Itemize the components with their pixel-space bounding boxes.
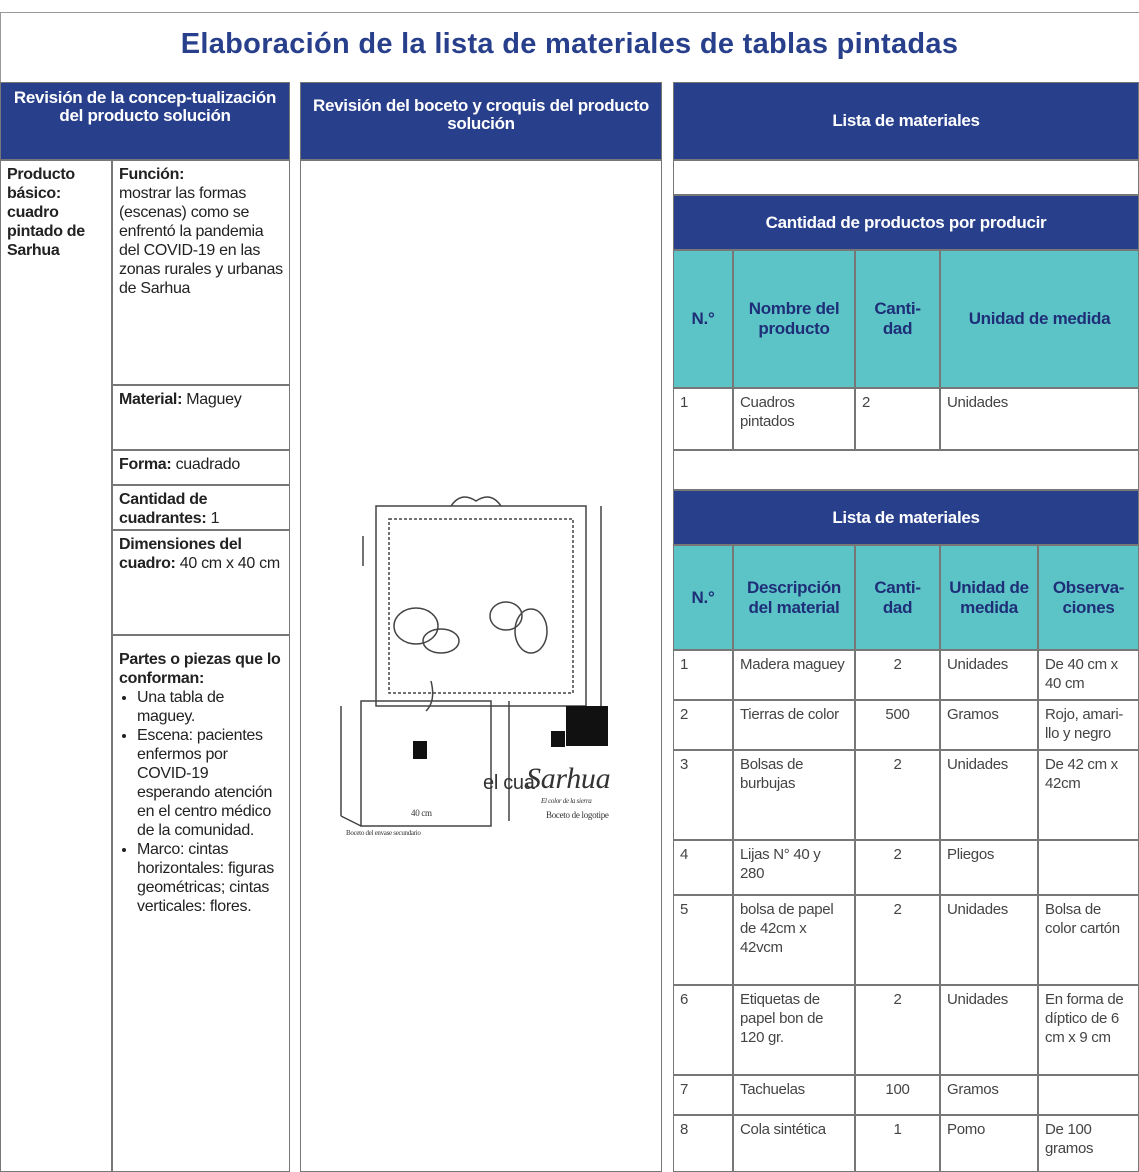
table-cell: 2	[855, 985, 940, 1075]
table-cell: 1	[855, 1115, 940, 1172]
table-title: Lista de materiales	[673, 490, 1139, 545]
table-cell: 2	[855, 750, 940, 840]
table-cell: bolsa de papel de 42cm x 42vcm	[733, 895, 855, 985]
concept-header: Revisión de la concep-tualización del pr…	[0, 82, 290, 160]
sketch-label: el cua	[483, 772, 536, 794]
column-header: Descripción del material	[733, 545, 855, 650]
column-header: Unidad de medida	[940, 545, 1038, 650]
row-text: Maguey	[186, 391, 242, 408]
table-cell: 1	[673, 650, 733, 700]
table-cell	[1038, 840, 1139, 895]
table-cell: Gramos	[940, 1075, 1038, 1115]
table-cell: 2	[855, 650, 940, 700]
parts-list: Una tabla de maguey. Escena: pacientes e…	[119, 688, 283, 916]
sketch: Sarhua El color de la sierra Boceto de l…	[340, 496, 611, 837]
table-cell: Unidades	[940, 985, 1038, 1075]
concept-row: Función: mostrar las formas (escenas) com…	[112, 160, 290, 385]
table-cell: Etiquetas de papel bon de 120 gr.	[733, 985, 855, 1075]
table-cell: Cuadros pintados	[733, 388, 855, 450]
table-cell: 2	[855, 840, 940, 895]
concept-row: Cantidad de cuadrantes: 1	[112, 485, 290, 530]
table-cell: 2	[673, 700, 733, 750]
table-cell: De 100 gramos	[1038, 1115, 1139, 1172]
row-label: Material:	[119, 391, 183, 408]
concept-row: Material: Maguey	[112, 385, 290, 450]
table-cell	[1038, 1075, 1139, 1115]
concept-row: Dimensiones del cuadro: 40 cm x 40 cm	[112, 530, 290, 635]
table-title: Cantidad de productos por producir	[673, 195, 1139, 250]
table-cell: Unidades	[940, 388, 1139, 450]
row-label: Dimensiones del cuadro:	[119, 536, 242, 572]
table-cell: Gramos	[940, 700, 1038, 750]
table-cell: Unidades	[940, 650, 1038, 700]
title: Elaboración de la lista de materiales de…	[180, 28, 959, 60]
row-label: Función:	[119, 166, 185, 183]
sketch-label: Boceto del envase secundario	[346, 829, 421, 837]
table-cell: Lijas N° 40 y 280	[733, 840, 855, 895]
row-text: 40 cm x 40 cm	[179, 555, 280, 572]
parts-label: Partes o piezas que lo conforman:	[119, 651, 281, 687]
table-cell: 2	[855, 388, 940, 450]
table-cell: 2	[855, 895, 940, 985]
table-cell: 5	[673, 895, 733, 985]
column-header: Canti-dad	[855, 250, 940, 388]
part: Escena: pacientes enfermos por COVID-19 …	[137, 726, 283, 840]
table-cell: 4	[673, 840, 733, 895]
blank-row	[673, 450, 1139, 490]
table-cell: Unidades	[940, 895, 1038, 985]
sketch-label: 40 cm	[411, 808, 432, 818]
sketch-label: El color de la sierra	[540, 797, 592, 805]
table-cell: De 40 cm x 40 cm	[1038, 650, 1139, 700]
column-header: Unidad de medida	[940, 250, 1139, 388]
table-cell: 1	[673, 388, 733, 450]
row-text: 1	[210, 510, 220, 527]
column-header: Nombre del producto	[733, 250, 855, 388]
table-cell: Unidades	[940, 750, 1038, 840]
table-cell: Pliegos	[940, 840, 1038, 895]
sketch-label: Boceto de logotipe	[546, 810, 609, 820]
sketch-label: Sarhua	[526, 762, 610, 795]
table-cell: En forma de díptico de 6 cm x 9 cm	[1038, 985, 1139, 1075]
table-cell: De 42 cm x 42cm	[1038, 750, 1139, 840]
part: Marco: cintas horizontales: figuras geom…	[137, 840, 283, 916]
row-label: Cantidad de cuadrantes:	[119, 491, 208, 527]
table-cell: 500	[855, 700, 940, 750]
column-header: Observa-ciones	[1038, 545, 1139, 650]
table-cell: Bolsa de color cartón	[1038, 895, 1139, 985]
concept-row: Forma: cuadrado	[112, 450, 290, 485]
table-cell: 8	[673, 1115, 733, 1172]
product-label: Producto básico: cuadro pintado de Sarhu…	[0, 160, 112, 1172]
column-header: N.°	[673, 250, 733, 388]
sketch-cell: Sarhua El color de la sierra Boceto de l…	[300, 160, 662, 1172]
table-cell: 3	[673, 750, 733, 840]
sketch-header: Revisión del boceto y croquis del produc…	[300, 82, 662, 160]
table-cell: 7	[673, 1075, 733, 1115]
table-cell: Madera maguey	[733, 650, 855, 700]
row-text: cuadrado	[175, 456, 241, 473]
column-header: Canti-dad	[855, 545, 940, 650]
blank-row	[673, 160, 1139, 195]
row-text: mostrar las formas (escenas) como se enf…	[119, 185, 283, 297]
row-label: Forma:	[119, 456, 172, 473]
table-cell: Tachuelas	[733, 1075, 855, 1115]
materials-header: Lista de materiales	[673, 82, 1139, 160]
table-cell: Pomo	[940, 1115, 1038, 1172]
column-header: N.°	[673, 545, 733, 650]
table-cell: 100	[855, 1075, 940, 1115]
table-cell: Tierras de color	[733, 700, 855, 750]
table-cell: 6	[673, 985, 733, 1075]
table-cell: Cola sintética	[733, 1115, 855, 1172]
table-cell: Bolsas de burbujas	[733, 750, 855, 840]
parts-cell: Partes o piezas que lo conforman: Una ta…	[112, 635, 290, 1172]
table-cell: Rojo, amari-llo y negro	[1038, 700, 1139, 750]
part: Una tabla de maguey.	[137, 688, 283, 726]
